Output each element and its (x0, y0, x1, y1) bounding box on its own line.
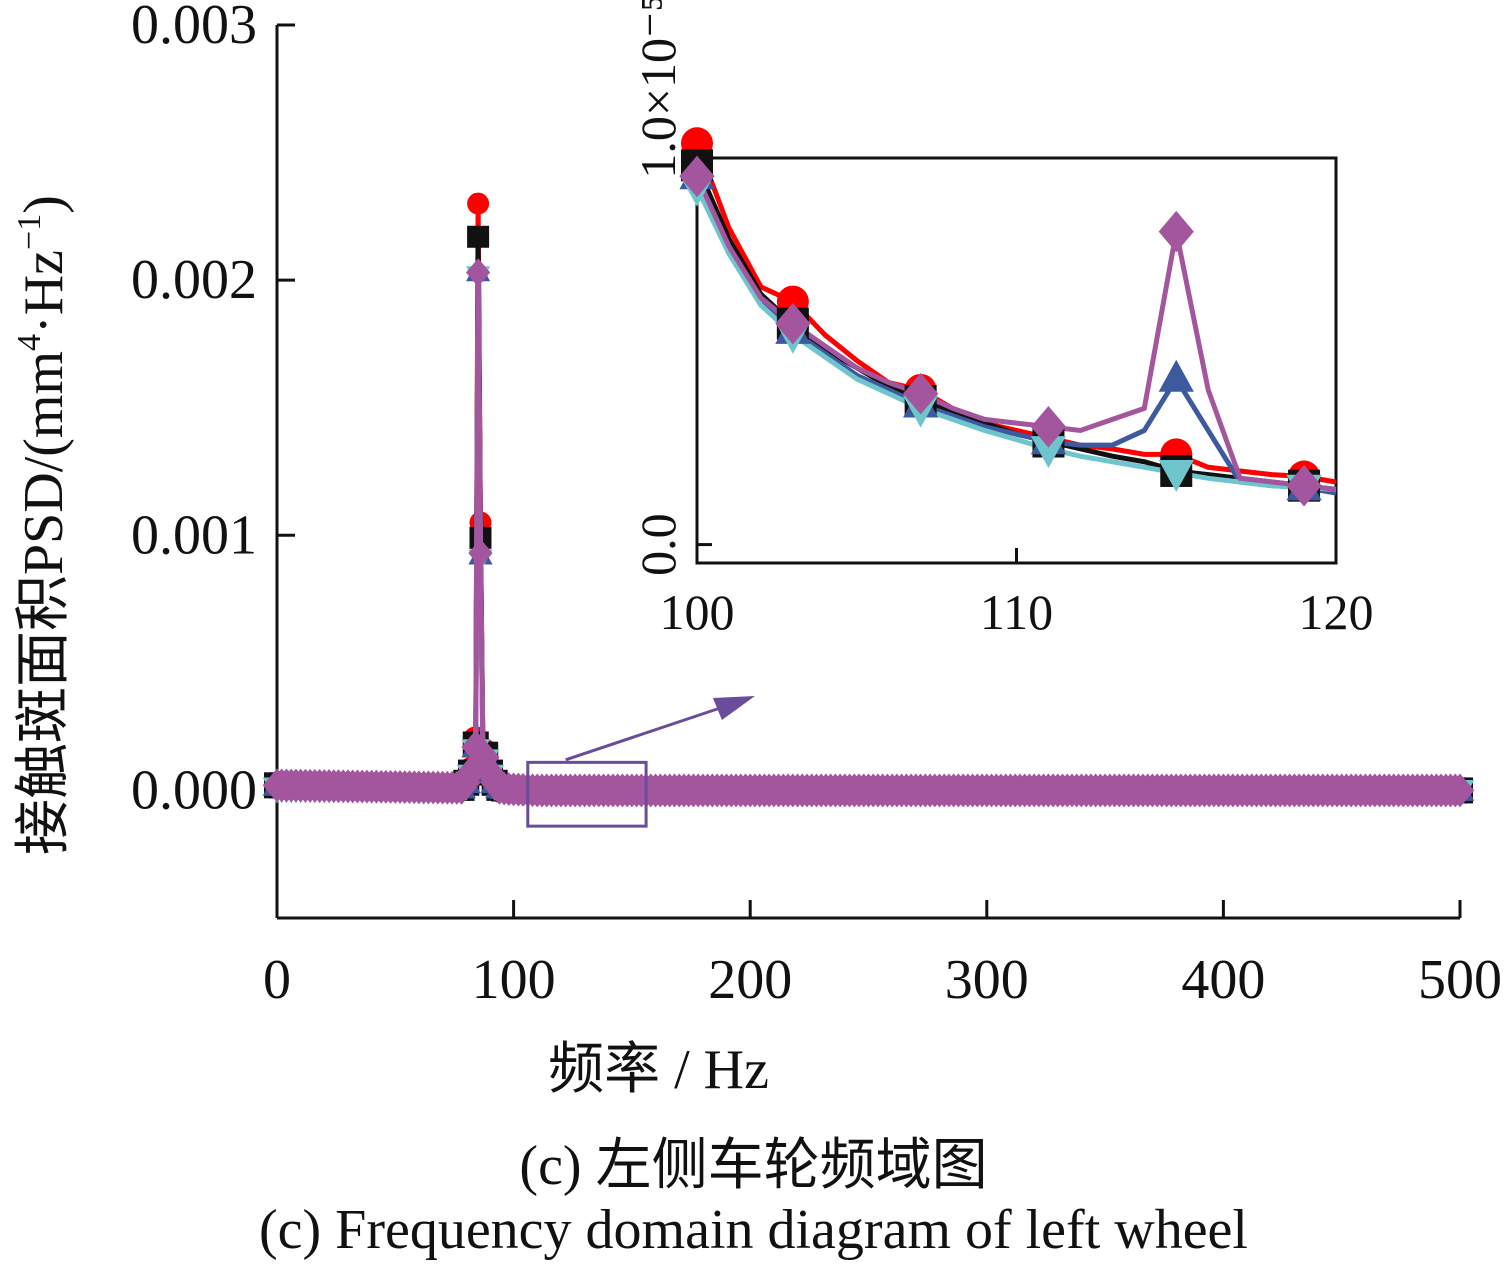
inset-series-marker (679, 155, 715, 198)
inset-series-marker (903, 372, 939, 415)
y-tick-label: 0.001 (131, 504, 257, 566)
y-axis-label: 接触斑面积PSD/(mm4·Hz−1) (11, 195, 75, 855)
inset-y-tick-label: 0.0 (630, 513, 686, 576)
inset-series-marker (1158, 210, 1194, 253)
y-tick-label: 0.000 (131, 759, 257, 821)
inset-x-tick-label: 100 (660, 584, 735, 640)
main-series-marker (466, 258, 491, 287)
zoom-arrow-head (712, 696, 755, 721)
inset-series-marker (1286, 464, 1322, 507)
figure-caption-english: (c) Frequency domain diagram of left whe… (259, 1199, 1248, 1261)
y-tick-label: 0.003 (131, 0, 257, 56)
inset-y-tick-label: 1.0×10⁻⁵ (630, 0, 686, 179)
y-axis-label-part: ) (13, 195, 75, 214)
y-axis-label-part: 接触斑面积PSD/(mm (13, 351, 75, 855)
inset-series-marker (1030, 405, 1067, 448)
main-series-marker (468, 538, 493, 568)
main-series-marker (467, 192, 490, 215)
figure-caption-chinese: (c) 左侧车轮频域图 (519, 1135, 988, 1197)
x-tick-label: 500 (1418, 949, 1502, 1011)
inset-series-marker (1158, 459, 1194, 492)
y-axis-label-part: −1 (11, 214, 48, 250)
main-series-marker (461, 730, 491, 764)
x-tick-label: 200 (708, 949, 792, 1011)
y-axis-label-part: 4 (11, 334, 48, 351)
inset-plot: 0.0 1.0×10⁻⁵ 100 110 120 (630, 0, 1374, 640)
inset-series-marker (1158, 359, 1194, 392)
inset-frame (695, 156, 1338, 565)
x-tick-label: 100 (472, 949, 556, 1011)
zoom-box (526, 760, 648, 828)
y-axis-label-part: ·Hz (13, 250, 75, 334)
main-series-marker (1445, 773, 1475, 808)
inset-series-marker (1030, 436, 1067, 469)
zoom-arrow-line (565, 699, 742, 762)
inset-markers-4 (679, 155, 1322, 507)
inset-x-tick-label: 110 (980, 584, 1053, 640)
x-axis-label: 频率 / Hz (548, 1039, 769, 1101)
chart: 0.000 0.001 0.002 0.003 0 100 200 300 400 500 频率 /… (11, 0, 1502, 1101)
x-tick-label: 0 (263, 949, 291, 1011)
y-tick-label: 0.002 (131, 249, 257, 311)
x-tick-label: 400 (1181, 949, 1265, 1011)
inset-x-tick-label: 120 (1299, 584, 1374, 640)
main-series-marker (467, 225, 490, 248)
main-plot: 0.000 0.001 0.002 0.003 0 100 200 300 400 500 频率 /… (11, 0, 1502, 1101)
zoom-annotation (526, 696, 755, 828)
x-tick-label: 300 (945, 949, 1029, 1011)
inset-series-marker (775, 302, 811, 345)
main-series-4 (262, 258, 1475, 808)
